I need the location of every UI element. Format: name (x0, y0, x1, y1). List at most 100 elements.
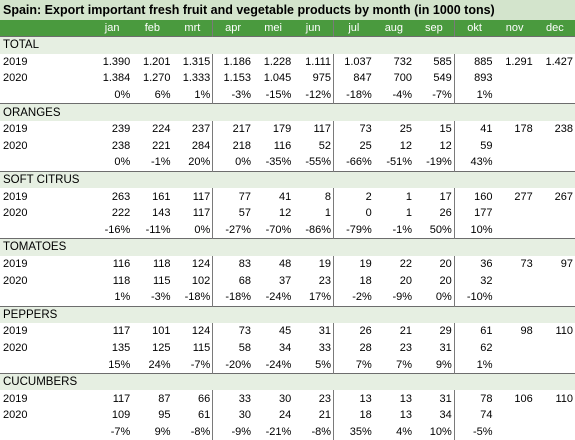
table-cell: 62 (453, 339, 495, 357)
table-cell: 115 (192, 341, 211, 354)
table-title: Spain: Export important fresh fruit and … (0, 0, 575, 20)
table-cell: 118 (152, 258, 171, 271)
table-cell: 13 (399, 392, 412, 405)
table-cell: 20 (399, 274, 412, 287)
table-cell: 116 (273, 139, 292, 152)
table-cell: -3% (150, 291, 171, 304)
section-row: TOTAL (0, 35, 575, 54)
table-cell: 61 (453, 323, 495, 340)
row-label: 2019 (3, 190, 28, 203)
table-row: 0% -1% 20% 0% -35% -55% -66% -51% -19% 43% (0, 154, 575, 172)
table-cell: 30 (279, 392, 292, 405)
table-cell: 1.186 (212, 53, 253, 71)
row-label: 2019 (3, 55, 28, 68)
table-cell: -15% (265, 89, 292, 102)
table-cell: -24% (265, 291, 292, 304)
table-cell: 7% (396, 358, 412, 371)
table-cell (535, 138, 575, 155)
table-cell: 23 (318, 392, 331, 405)
table-cell: 178 (514, 123, 533, 136)
row-label: 2019 (3, 325, 28, 338)
table-cell: 12 (279, 207, 292, 220)
table-cell: 31 (318, 325, 331, 338)
table-cell: 117 (112, 325, 131, 338)
table-cell (535, 356, 575, 373)
table-cell: 33 (318, 341, 331, 354)
section-label: PEPPERS (0, 305, 575, 324)
row-label (0, 356, 92, 373)
table-cell: 12 (439, 139, 452, 152)
section-label: TOTAL (0, 35, 575, 54)
table-cell: 58 (212, 339, 253, 357)
column-header: mei (253, 20, 294, 37)
column-header: dec (534, 20, 575, 37)
table-cell: 238 (554, 123, 573, 136)
table-cell (495, 272, 535, 289)
table-cell (535, 340, 575, 357)
table-cell: -86% (305, 223, 331, 236)
row-label: 2019 (3, 123, 28, 136)
table-row: 2019 116 118 124 83 48 19 19 22 20 36 73 97 (0, 255, 575, 273)
table-cell: 45 (279, 325, 292, 338)
table-cell: -7% (432, 89, 452, 102)
table-cell: 18 (332, 272, 374, 289)
table-cell: 0% (114, 89, 131, 102)
table-cell: -55% (305, 156, 331, 169)
table-cell: 20% (188, 156, 211, 169)
table-cell (535, 205, 575, 222)
table-cell: 4% (396, 425, 412, 438)
table-cell: 10% (453, 221, 495, 239)
section-label: CUCUMBERS (0, 372, 575, 391)
table-cell: 13 (399, 409, 412, 422)
table-cell: -7% (190, 358, 211, 371)
table-cell: 21 (318, 409, 331, 422)
section-label: ORANGES (0, 103, 575, 121)
table-cell: 15 (439, 123, 452, 136)
table-cell: 0 (332, 204, 374, 222)
table-cell: 179 (272, 123, 292, 136)
table-cell: 135 (111, 341, 131, 354)
table-cell: 26 (332, 323, 374, 340)
table-cell: 893 (453, 70, 495, 87)
table-cell (495, 87, 535, 104)
column-header: mrt (172, 20, 213, 37)
table-cell: -51% (386, 156, 412, 169)
table-cell: 66 (198, 392, 211, 405)
table-cell: 17 (439, 190, 452, 203)
table-cell: 28 (332, 339, 374, 357)
section-row: ORANGES (0, 103, 575, 121)
table-row: 1% -3% -18% -18% -24% 17% -2% -9% 0% -10% (0, 288, 575, 306)
table-row: 2020 1.384 1.270 1.333 1.153 1.045 975 847 700 54… (0, 70, 575, 87)
table-cell: -10% (453, 288, 495, 306)
table-row: 2019 117 101 124 73 45 31 26 21 29 61 98 110 (0, 323, 575, 340)
table-cell: 102 (191, 274, 211, 287)
table-cell (495, 356, 535, 373)
table-cell (535, 154, 575, 171)
column-header: okt (453, 20, 495, 37)
table-cell: 1.384 (102, 72, 131, 85)
table-cell: 73 (332, 120, 374, 138)
table-cell (535, 222, 575, 239)
export-table: jan feb mrt apr mei jun jul aug sep okt nov dec TOTA… (0, 20, 575, 440)
table-row: 2020 109 95 61 30 24 21 18 13 34 74 (0, 407, 575, 424)
table-cell: 15% (108, 358, 131, 371)
table-cell: 2 (332, 188, 374, 205)
table-cell: 5% (315, 358, 331, 371)
table-cell: -1% (392, 223, 412, 236)
table-cell: 9% (435, 358, 452, 371)
table-cell: -2% (332, 288, 374, 306)
table-cell: 117 (192, 207, 211, 220)
table-cell: 239 (111, 123, 131, 136)
table-cell: -27% (212, 221, 253, 239)
row-label: 2019 (3, 392, 28, 405)
table-cell: 77 (212, 188, 253, 205)
table-cell: 549 (433, 72, 452, 85)
table-cell: 124 (191, 258, 211, 271)
column-header: nov (494, 20, 535, 37)
table-cell: 19 (332, 255, 374, 273)
table-cell: -20% (212, 356, 253, 374)
table-cell: 6% (154, 89, 171, 102)
table-cell: 975 (312, 72, 331, 85)
table-cell: 117 (112, 392, 131, 405)
row-label: 2019 (3, 258, 28, 271)
